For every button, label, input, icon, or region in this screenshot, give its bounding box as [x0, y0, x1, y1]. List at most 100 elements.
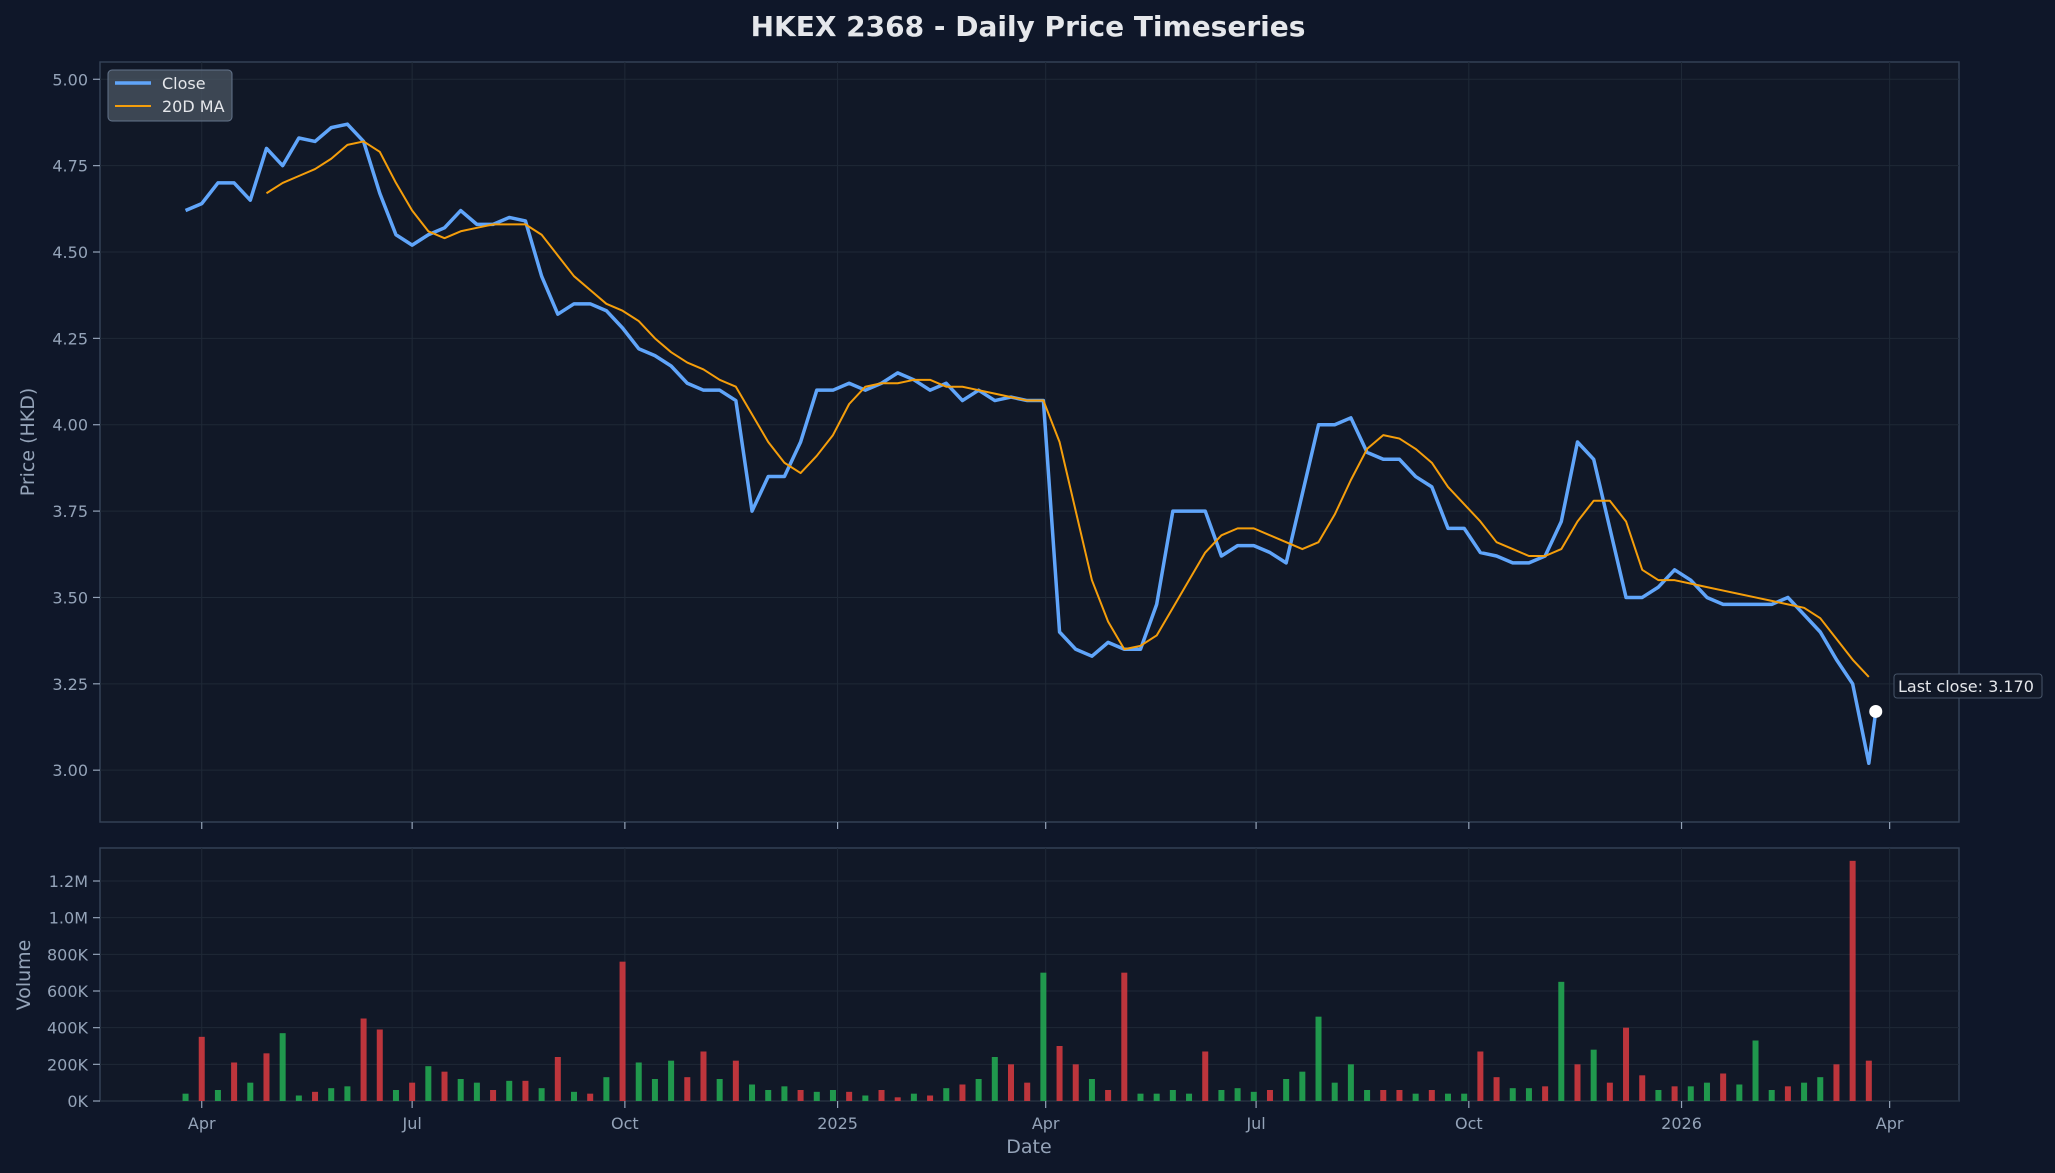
volume-bar — [1234, 1088, 1241, 1101]
annotation-text: Last close: 3.170 — [1898, 677, 2034, 696]
volume-tick-label: 0K — [67, 1092, 88, 1111]
price-tick-label: 4.50 — [52, 243, 88, 262]
price-tick-label: 3.00 — [52, 761, 88, 780]
volume-bar — [991, 1057, 998, 1101]
legend-ma-label: 20D MA — [162, 97, 225, 116]
volume-bar — [1218, 1090, 1225, 1101]
volume-bar — [1315, 1016, 1322, 1101]
volume-bar — [1801, 1082, 1808, 1101]
x-tick-label: Oct — [1455, 1114, 1483, 1133]
volume-bar — [684, 1077, 691, 1101]
volume-bar — [651, 1079, 658, 1101]
volume-tick-label: 800K — [47, 945, 89, 964]
volume-bar — [927, 1095, 934, 1101]
volume-bar — [328, 1088, 335, 1101]
volume-bar — [1186, 1093, 1193, 1101]
volume-bar — [1671, 1086, 1678, 1101]
price-plot-area — [99, 61, 1960, 823]
volume-bar — [894, 1097, 901, 1101]
volume-bar — [1817, 1077, 1824, 1101]
volume-bar — [1137, 1093, 1144, 1101]
volume-bar — [1639, 1075, 1646, 1101]
volume-bar — [198, 1036, 205, 1101]
volume-bar — [1477, 1051, 1484, 1101]
volume-bar — [1380, 1090, 1387, 1101]
volume-bar — [409, 1082, 416, 1101]
annotation-box — [1893, 673, 2043, 699]
price-grid — [100, 62, 1959, 822]
volume-bar — [668, 1060, 675, 1101]
volume-bar — [1040, 972, 1047, 1101]
volume-bar — [1574, 1064, 1581, 1101]
volume-bar — [1121, 972, 1128, 1101]
volume-bar — [263, 1053, 270, 1101]
price-tick-label: 4.75 — [52, 157, 88, 176]
volume-y-axis-label: Volume — [13, 940, 35, 1011]
volume-bar — [473, 1082, 480, 1101]
volume-bar — [1720, 1073, 1727, 1101]
volume-bar — [554, 1057, 561, 1101]
volume-bar — [1784, 1086, 1791, 1101]
x-ticks: Apr Jul Oct 2025 Apr Jul Oct 2026 Apr — [188, 822, 1904, 1133]
volume-bar — [214, 1090, 221, 1101]
volume-bar — [943, 1088, 950, 1101]
volume-tick-label: 1.2M — [49, 872, 88, 891]
volume-bar — [376, 1029, 383, 1101]
last-close-marker — [1869, 704, 1883, 718]
volume-bar — [392, 1090, 399, 1101]
volume-bar — [910, 1093, 917, 1101]
volume-bar — [1072, 1064, 1079, 1101]
volume-bar — [1331, 1082, 1338, 1101]
volume-bar — [1266, 1090, 1273, 1101]
price-lines — [184, 122, 1883, 766]
price-tick-label: 4.00 — [52, 416, 88, 435]
volume-bar — [1428, 1090, 1435, 1101]
price-y-axis-label: Price (HKD) — [17, 388, 39, 497]
price-tick-label: 3.50 — [52, 588, 88, 607]
volume-bar — [1736, 1084, 1743, 1101]
volume-bar — [295, 1095, 302, 1101]
volume-bar — [1509, 1088, 1516, 1101]
volume-bar — [603, 1077, 610, 1101]
volume-bar — [1606, 1082, 1613, 1101]
volume-bar — [1299, 1071, 1306, 1101]
volume-bar — [1590, 1049, 1597, 1101]
volume-bar — [1169, 1090, 1176, 1101]
volume-bar — [231, 1062, 238, 1101]
volume-bar — [1525, 1088, 1532, 1101]
volume-bar — [587, 1093, 594, 1101]
volume-bar — [570, 1091, 577, 1101]
volume-tick-label: 600K — [47, 982, 89, 1001]
volume-bar — [1088, 1079, 1095, 1101]
volume-bar — [846, 1091, 853, 1101]
volume-bar — [1008, 1064, 1015, 1101]
volume-y-ticks: 0K 200K 400K 600K 800K 1.0M 1.2M — [47, 872, 100, 1111]
ma-20d-line — [265, 140, 1870, 678]
volume-bar — [1833, 1064, 1840, 1101]
volume-bar — [1250, 1091, 1257, 1101]
volume-bar — [619, 961, 626, 1101]
volume-bar — [1865, 1060, 1872, 1101]
x-axis-label: Date — [1006, 1136, 1051, 1158]
volume-bar — [1056, 1046, 1063, 1101]
volume-bar — [506, 1080, 513, 1101]
x-tick-label: Apr — [1876, 1114, 1904, 1133]
volume-bar — [1445, 1093, 1452, 1101]
volume-grid — [100, 848, 1959, 1102]
volume-bar — [1752, 1040, 1759, 1101]
volume-bar — [1703, 1082, 1710, 1101]
volume-bar — [344, 1086, 351, 1101]
chart-title: HKEX 2368 - Daily Price Timeseries — [751, 10, 1306, 43]
volume-bar — [975, 1079, 982, 1101]
legend: Close 20D MA — [107, 69, 233, 122]
volume-bar — [538, 1088, 545, 1101]
volume-bar — [1623, 1027, 1630, 1101]
volume-bar — [1202, 1051, 1209, 1101]
volume-bar — [1412, 1093, 1419, 1101]
volume-bar — [1558, 981, 1565, 1101]
volume-bar — [1849, 860, 1856, 1101]
volume-bar — [1493, 1077, 1500, 1101]
volume-bar — [1153, 1093, 1160, 1101]
volume-bar — [716, 1079, 723, 1101]
